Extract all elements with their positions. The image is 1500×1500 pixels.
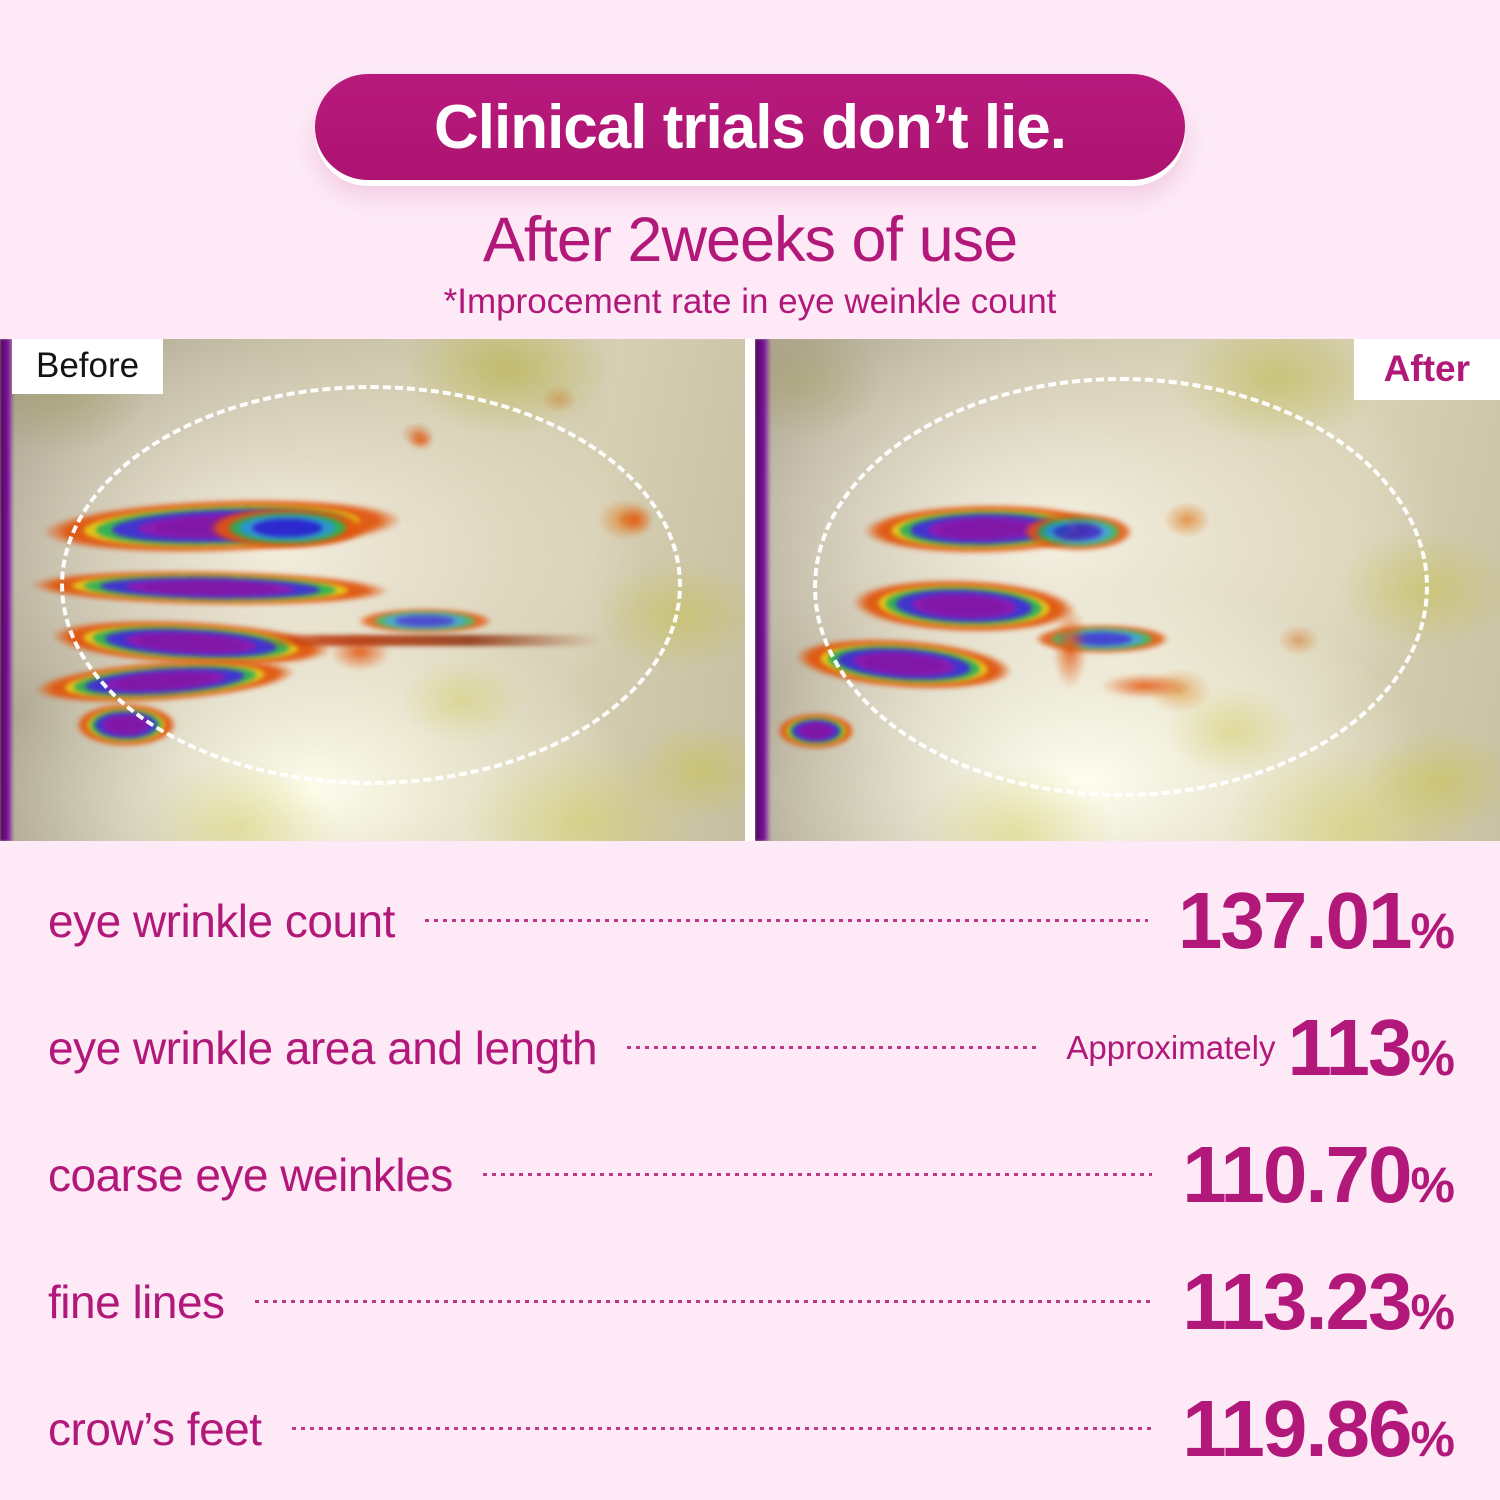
- metric-value: 113.23%: [1182, 1256, 1455, 1346]
- before-label: Before: [12, 339, 164, 394]
- metrics-list: eye wrinkle count 137.01% eye wrinkle ar…: [0, 857, 1500, 1492]
- headline-pill: Clinical trials don’t lie.: [315, 74, 1185, 180]
- headline-text: Clinical trials don’t lie.: [433, 92, 1067, 162]
- metric-value: 119.86%: [1182, 1383, 1455, 1473]
- metric-prefix: Approximately: [1066, 1028, 1276, 1066]
- percent-sign: %: [1410, 1029, 1455, 1086]
- dotted-leader-line: [291, 1427, 1153, 1430]
- percent-sign: %: [1410, 1156, 1455, 1213]
- after-label: After: [1353, 339, 1500, 400]
- metric-label: coarse eye weinkles: [48, 1148, 453, 1201]
- metric-row: eye wrinkle area and length Approximatel…: [48, 984, 1455, 1111]
- metric-row: fine lines 113.23%: [48, 1238, 1455, 1365]
- metric-value-group: 119.86%: [1182, 1383, 1455, 1475]
- thermal-edge-strip: [755, 339, 771, 841]
- dashed-ellipse-highlight: [813, 377, 1429, 797]
- metric-value-group: 110.70%: [1182, 1129, 1455, 1221]
- metric-value-group: Approximately 113%: [1066, 1002, 1455, 1094]
- metric-value: 110.70%: [1182, 1129, 1455, 1219]
- section-subtitle: *Improcement rate in eye weinkle count: [443, 282, 1057, 321]
- metric-row: coarse eye weinkles 110.70%: [48, 1111, 1455, 1238]
- metric-label: eye wrinkle count: [48, 894, 395, 947]
- metric-label: fine lines: [48, 1275, 225, 1328]
- dashed-ellipse-highlight: [60, 385, 682, 785]
- metric-label: crow’s feet: [48, 1402, 262, 1455]
- metric-value-group: 137.01%: [1178, 875, 1455, 967]
- before-after-comparison: Before After: [0, 339, 1500, 841]
- thermal-edge-strip: [0, 339, 14, 841]
- section-title: After 2weeks of use: [482, 205, 1018, 275]
- header: Clinical trials don’t lie. After 2weeks …: [0, 0, 1500, 322]
- metric-label: eye wrinkle area and length: [48, 1021, 598, 1074]
- dotted-leader-line: [424, 919, 1148, 922]
- dotted-leader-line: [482, 1173, 1153, 1176]
- metric-row: crow’s feet 119.86%: [48, 1365, 1455, 1492]
- dotted-leader-line: [254, 1300, 1153, 1303]
- percent-sign: %: [1410, 1283, 1455, 1340]
- metric-row: eye wrinkle count 137.01%: [48, 857, 1455, 984]
- before-photo: Before: [0, 339, 745, 841]
- after-photo: After: [755, 339, 1500, 841]
- wrinkle-streak: [773, 711, 859, 751]
- metric-value: 113%: [1287, 1002, 1455, 1092]
- metric-value: 137.01%: [1177, 875, 1455, 965]
- percent-sign: %: [1410, 1410, 1455, 1467]
- metric-value-group: 113.23%: [1182, 1256, 1455, 1348]
- percent-sign: %: [1410, 902, 1455, 959]
- dotted-leader-line: [627, 1046, 1037, 1049]
